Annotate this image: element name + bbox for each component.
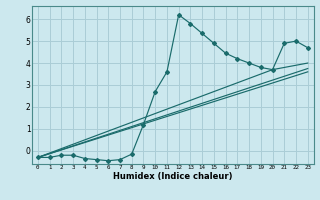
X-axis label: Humidex (Indice chaleur): Humidex (Indice chaleur) [113,172,233,181]
